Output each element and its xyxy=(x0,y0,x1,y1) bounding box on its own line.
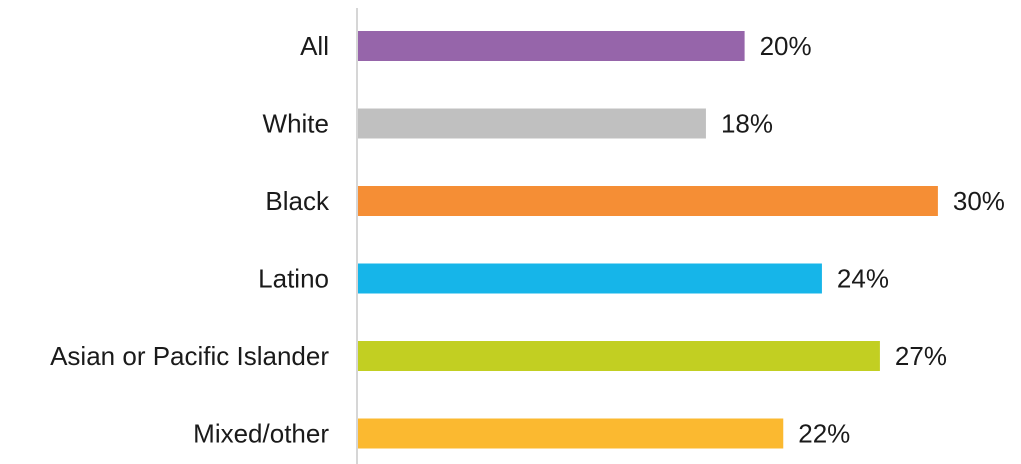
category-label-asian-or-pacific-islander: Asian or Pacific Islander xyxy=(50,341,329,371)
value-label-mixed-other: 22% xyxy=(798,419,850,449)
value-label-white: 18% xyxy=(721,109,773,139)
value-label-black: 30% xyxy=(953,186,1005,216)
bar-asian-or-pacific-islander xyxy=(358,341,880,371)
bars-group xyxy=(358,31,938,449)
category-label-black: Black xyxy=(265,186,330,216)
value-labels-group: 20% 18% 30% 24% 27% 22% xyxy=(721,31,1005,449)
value-label-all: 20% xyxy=(760,31,812,61)
bar-white xyxy=(358,108,706,139)
bar-latino xyxy=(358,263,822,294)
category-label-latino: Latino xyxy=(258,264,329,294)
category-label-all: All xyxy=(300,31,329,61)
bar-black xyxy=(358,186,938,216)
value-label-asian-or-pacific-islander: 27% xyxy=(895,341,947,371)
bar-mixed-other xyxy=(358,418,784,449)
category-label-white: White xyxy=(263,109,329,139)
category-label-mixed-other: Mixed/other xyxy=(193,419,329,449)
value-label-latino: 24% xyxy=(837,264,889,294)
bar-all xyxy=(358,31,745,61)
category-labels-group: All White Black Latino Asian or Pacific Isla… xyxy=(50,31,330,449)
